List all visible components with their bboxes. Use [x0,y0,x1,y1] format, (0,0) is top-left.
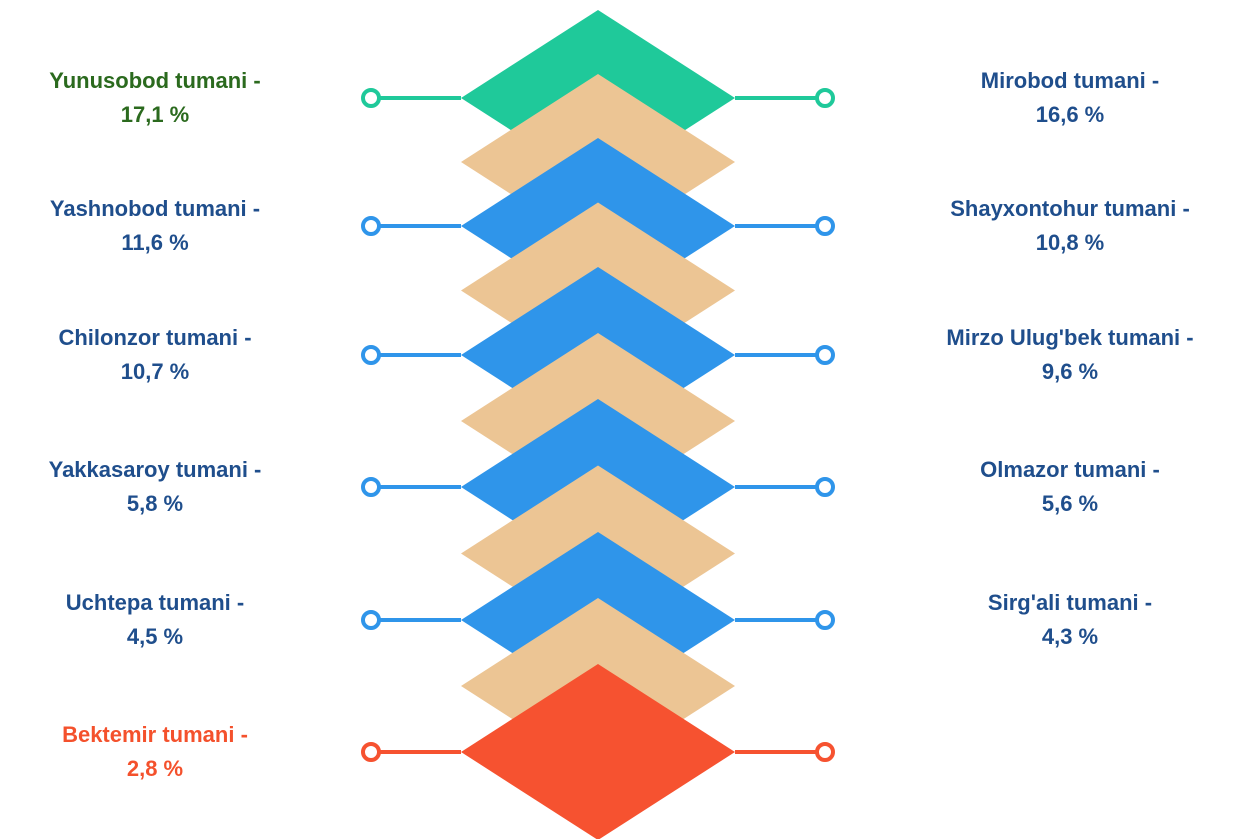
district-value: 9,6 % [1042,359,1098,384]
district-name: Sirg'ali tumani - [988,590,1152,615]
node [815,216,835,236]
node [361,742,381,762]
district-value: 16,6 % [1036,102,1105,127]
node [815,742,835,762]
district-value: 2,8 % [127,756,183,781]
district-value: 10,7 % [121,359,190,384]
district-name: Olmazor tumani - [980,457,1160,482]
district-value: 4,3 % [1042,624,1098,649]
district-value: 4,5 % [127,624,183,649]
district-name: Bektemir tumani - [62,722,248,747]
district-name: Shayxontohur tumani - [950,196,1190,221]
node [361,610,381,630]
district-value: 11,6 % [121,230,188,255]
node [815,88,835,108]
district-name: Yashnobod tumani - [50,196,260,221]
node [361,216,381,236]
district-name: Mirobod tumani - [981,68,1159,93]
district-value: 5,8 % [127,491,183,516]
district-value: 10,8 % [1036,230,1105,255]
node [361,345,381,365]
district-name: Uchtepa tumani - [66,590,244,615]
node [815,477,835,497]
node [361,88,381,108]
node [361,477,381,497]
node [815,345,835,365]
district-name: Yakkasaroy tumani - [49,457,262,482]
diamond [461,664,735,839]
district-name: Mirzo Ulug'bek tumani - [946,325,1193,350]
district-name: Chilonzor tumani - [58,325,251,350]
node [815,610,835,630]
district-value: 5,6 % [1042,491,1098,516]
district-value: 17,1 % [121,102,190,127]
district-name: Yunusobod tumani - [49,68,260,93]
